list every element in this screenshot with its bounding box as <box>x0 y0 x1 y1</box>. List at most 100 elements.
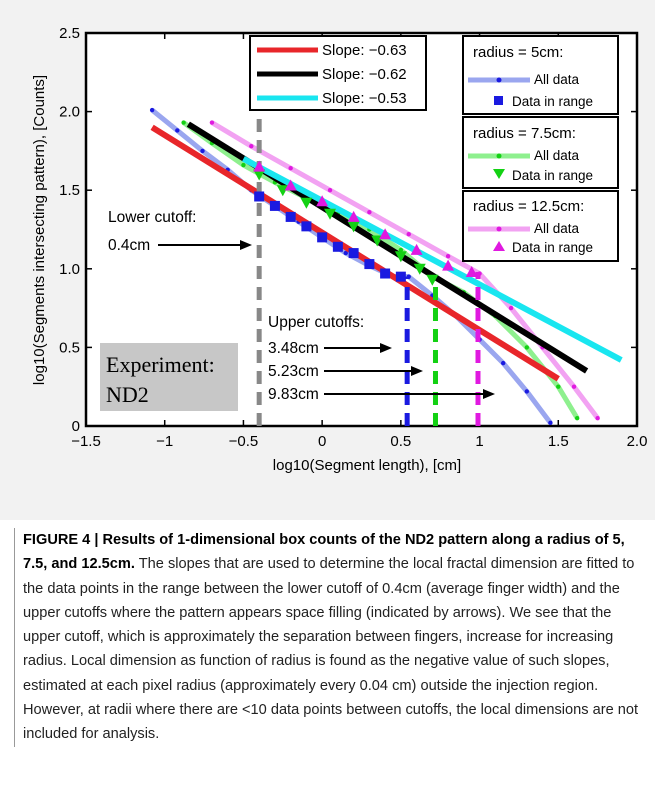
series-point <box>175 128 180 133</box>
series-point <box>445 254 451 259</box>
y-tick-label: 1.0 <box>59 261 80 278</box>
marker-in-range <box>394 251 407 263</box>
x-tick-label: 0.5 <box>390 433 411 450</box>
radius-legend-title-7-5cm: radius = 7.5cm: <box>473 125 576 142</box>
marker-in-range <box>300 197 313 209</box>
series-all-data-line-1 <box>182 120 580 420</box>
series-point <box>500 360 506 366</box>
upper-cutoff-value-5cm: 3.48cm <box>268 340 319 357</box>
series-point <box>149 107 155 113</box>
lower-cutoff-label: Lower cutoff: <box>108 209 196 226</box>
marker-in-range <box>332 241 343 252</box>
x-tick-label: 1 <box>475 433 483 450</box>
upper-cutoff-value-12-5cm: 9.83cm <box>268 386 319 403</box>
series-point <box>406 232 411 237</box>
radius-legend-dot-12-5cm <box>496 226 502 232</box>
marker-in-range <box>254 191 265 202</box>
series-point <box>524 389 529 394</box>
upper-cutoff-arrowhead-12-5cm <box>483 389 495 399</box>
marker-in-range <box>301 221 312 232</box>
upper-cutoff-arrowhead-5cm <box>380 343 392 353</box>
x-tick-label: −1 <box>156 433 173 450</box>
series-point <box>548 420 553 426</box>
radius-legend-marker-5cm <box>494 96 503 105</box>
marker-in-range <box>276 185 289 197</box>
y-tick-label: 0 <box>72 418 80 435</box>
marker-in-range <box>348 248 359 259</box>
chart-svg: −1.5 −1 −0.5 0 0.5 1 1.5 2.0 0 0.5 1.0 1.5 2.0 2.5 lo… <box>31 25 648 474</box>
marker-in-range <box>395 271 406 282</box>
marker-in-range <box>465 265 478 277</box>
x-tick-label: 0 <box>318 433 326 450</box>
series-point <box>249 143 254 149</box>
lower-cutoff-value: 0.4cm <box>108 237 150 254</box>
marker-in-range <box>347 221 360 233</box>
series-point <box>508 305 514 311</box>
slope-legend-label-red: Slope: −0.63 <box>322 42 407 59</box>
marker-in-range <box>316 195 329 207</box>
marker-in-range <box>364 259 375 270</box>
series-all-data-line-0 <box>150 108 553 425</box>
x-tick-label: −1.5 <box>71 433 101 450</box>
upper-cutoff-arrowhead-7-5cm <box>411 366 423 376</box>
radius-legend-marker-7-5cm <box>493 169 505 179</box>
radius-legend-range-5cm: Data in range <box>512 94 593 109</box>
y-axis-label: log10(Segments intersecting pattern), [C… <box>31 75 48 385</box>
radius-legend-7-5cm: radius = 7.5cm: All data Data in range <box>462 116 619 189</box>
radius-legend-range-7-5cm: Data in range <box>512 168 593 183</box>
series-point <box>571 384 577 389</box>
series-point <box>398 247 404 253</box>
marker-in-range <box>410 243 423 255</box>
figure-panel: −1.5 −1 −0.5 0 0.5 1 1.5 2.0 0 0.5 1.0 1.5 2.0 2.5 lo… <box>0 0 655 520</box>
series-point <box>556 384 561 389</box>
radius-legend-title-12-5cm: radius = 12.5cm: <box>473 198 584 215</box>
marker-in-range <box>379 228 392 240</box>
slope-legend-label-black: Slope: −0.62 <box>322 66 407 83</box>
marker-in-range <box>347 210 360 222</box>
marker-in-range <box>253 160 266 172</box>
marker-in-range <box>413 263 426 275</box>
radius-legend-5cm: radius = 5cm: All data Data in range <box>462 35 619 115</box>
experiment-box <box>100 343 238 411</box>
series-point <box>209 120 215 125</box>
y-tick-label: 2.5 <box>59 25 80 42</box>
marker-in-range <box>442 259 455 271</box>
radius-legend-title-5cm: radius = 5cm: <box>473 44 563 61</box>
series-point <box>327 188 333 193</box>
y-tick-label: 0.5 <box>59 339 80 356</box>
marker-in-range <box>284 179 297 191</box>
radius-legend-marker-12-5cm <box>493 241 505 251</box>
lower-cutoff-arrowhead <box>240 240 252 250</box>
radius-legend-dot-7-5cm <box>496 153 502 159</box>
series-point <box>181 120 186 125</box>
marker-in-range <box>317 232 328 243</box>
upper-cutoffs-title: Upper cutoffs: <box>268 314 364 331</box>
experiment-name: ND2 <box>106 382 149 407</box>
series-point <box>343 250 348 256</box>
radius-legend-all-5cm: All data <box>534 72 580 87</box>
series-all-data-line-2 <box>210 120 600 420</box>
y-tick-label: 1.5 <box>59 182 80 199</box>
upper-cutoff-value-7-5cm: 5.23cm <box>268 363 319 380</box>
caption-text: The slopes that are used to determine th… <box>23 556 639 743</box>
series-point <box>367 210 372 215</box>
series-point <box>200 148 205 154</box>
series-point <box>574 415 580 421</box>
radius-legend-12-5cm: radius = 12.5cm: All data Data in range <box>462 190 619 262</box>
series-point <box>595 415 600 421</box>
series-point <box>524 345 529 350</box>
marker-in-range <box>426 274 439 286</box>
radius-legend-all-12-5cm: All data <box>534 221 580 236</box>
marker-in-range <box>253 169 266 181</box>
x-tick-label: 2.0 <box>627 433 648 450</box>
series-point <box>241 162 246 168</box>
radius-legend-range-12-5cm: Data in range <box>512 240 593 255</box>
caption-label: FIGURE 4 | Results of 1-dimensional box … <box>23 532 625 573</box>
fit-line-5 <box>242 156 623 363</box>
x-axis-label: log10(Segment length), [cm] <box>273 457 461 474</box>
slope-legend-label-cyan: Slope: −0.53 <box>322 90 407 107</box>
marker-in-range <box>380 268 391 279</box>
marker-in-range <box>324 208 337 220</box>
x-tick-label: 1.5 <box>548 433 569 450</box>
y-tick-label: 2.0 <box>59 104 80 121</box>
